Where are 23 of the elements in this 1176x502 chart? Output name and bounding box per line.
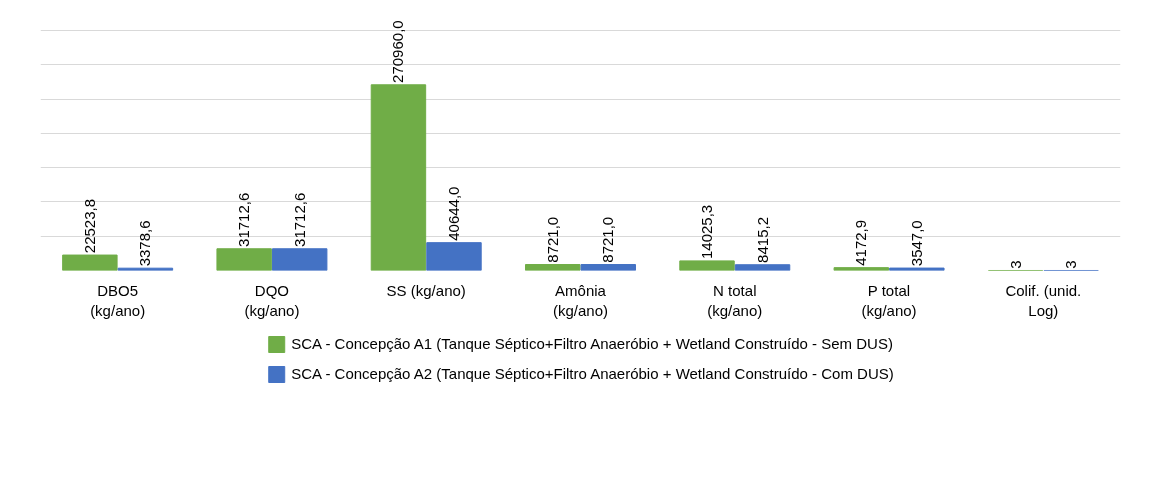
data-label: 3378,6: [136, 220, 154, 267]
x-tick-label: DQO (kg/ano): [244, 281, 300, 319]
data-label: 8721,0: [543, 216, 561, 263]
data-label: 8415,2: [753, 216, 771, 263]
x-tick-label: Amônia (kg/ano): [552, 281, 609, 319]
data-label: 22523,8: [80, 198, 98, 254]
x-tick-label: N total (kg/ano): [707, 281, 763, 319]
data-label: 3: [1006, 260, 1024, 269]
data-label: 270960,0: [389, 20, 407, 83]
data-label: 31712,6: [290, 192, 308, 247]
data-label: 31712,6: [235, 192, 253, 247]
data-label: 3547,0: [907, 220, 925, 267]
data-label: 14025,3: [698, 204, 716, 260]
data-label: 40644,0: [444, 186, 462, 241]
x-tick-label: P total (kg/ano): [861, 281, 917, 319]
x-tick-label: DBO5 (kg/ano): [90, 281, 146, 319]
data-label: 4172,9: [852, 219, 870, 266]
data-label: 8721,0: [599, 216, 617, 263]
x-tick-label: Colif. (unid. Log): [1005, 281, 1082, 319]
legend-label: SCA - Concepção A1 (Tanque Séptico+Filtro Anaeróbio + Wetland Construído - Sem DUS): [291, 335, 893, 352]
legend-label: SCA - Concepção A2 (Tanque Séptico+Filtro Anaeróbio + Wetland Construído - Com DUS): [291, 365, 894, 382]
x-tick-label: SS (kg/ano): [386, 281, 466, 299]
data-label: 3: [1062, 260, 1080, 269]
